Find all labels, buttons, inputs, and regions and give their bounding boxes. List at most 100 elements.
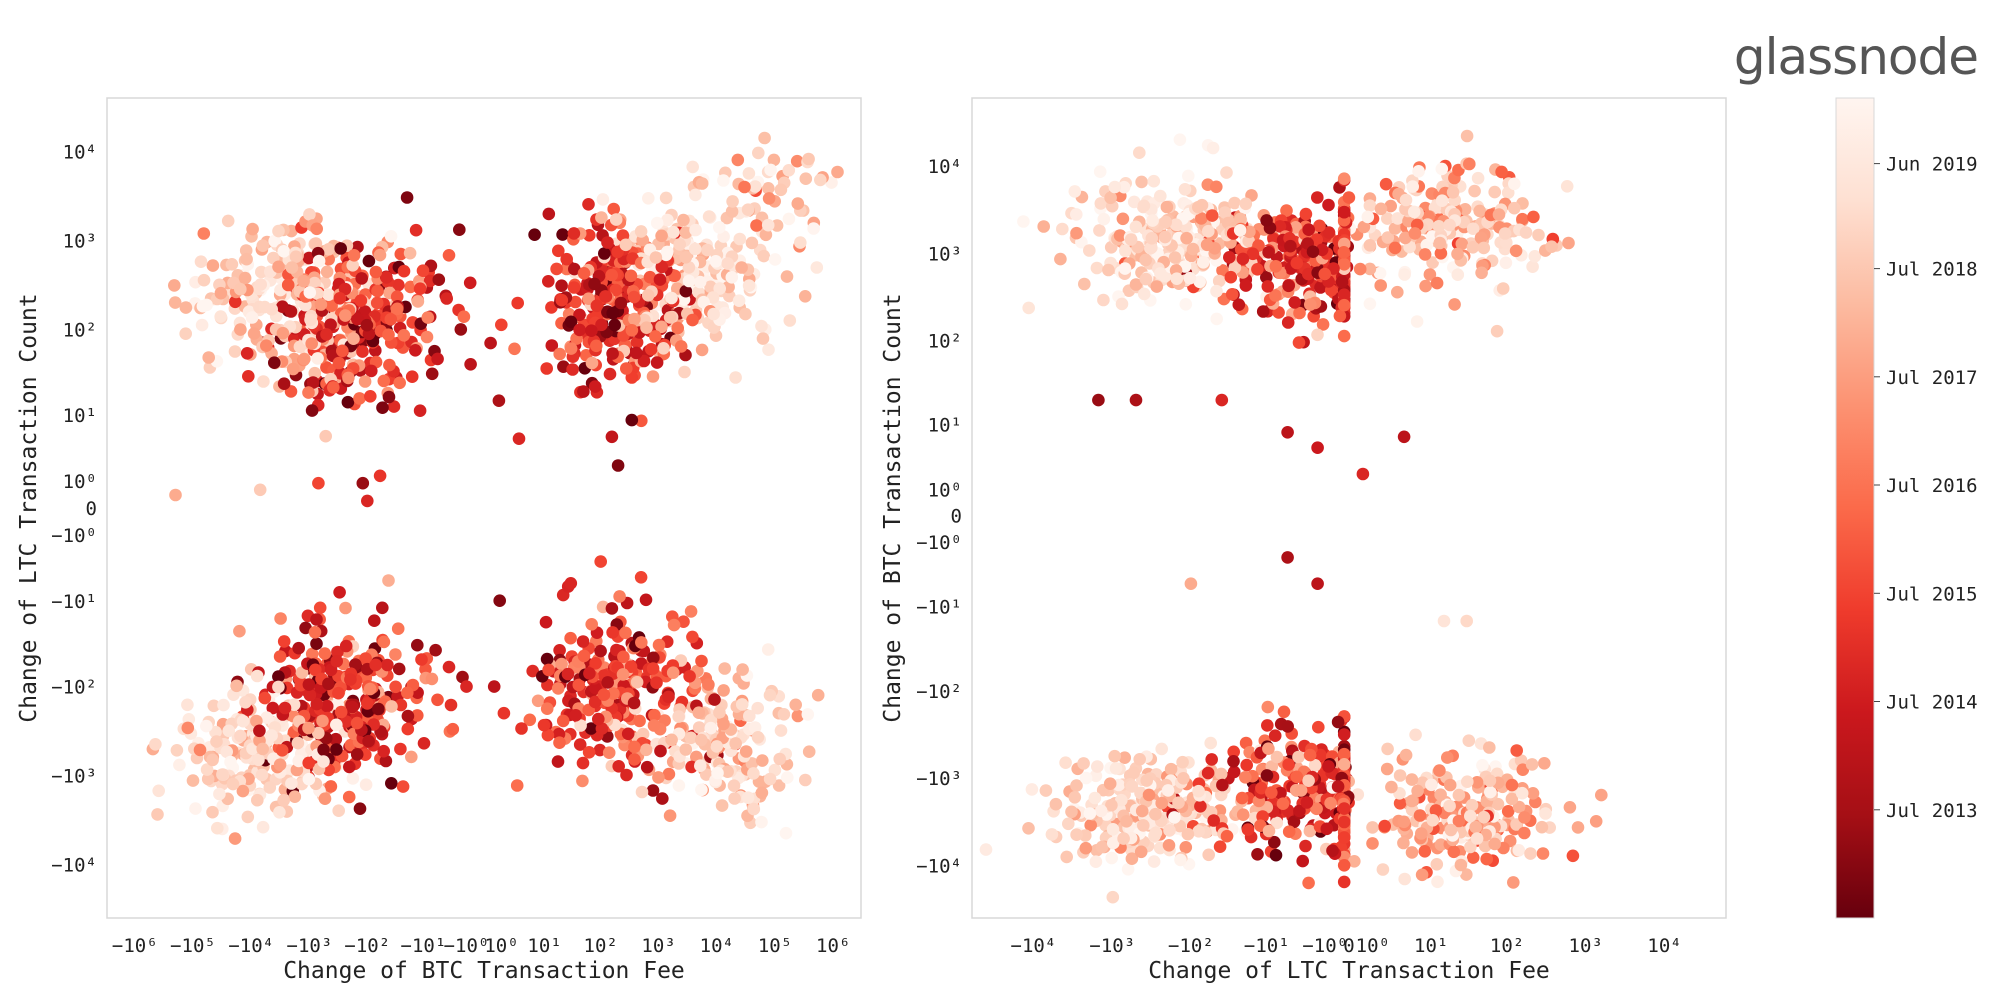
left-point (200, 719, 213, 733)
right-point (1415, 868, 1429, 882)
left-point (226, 777, 240, 791)
left-point (260, 339, 273, 353)
left-y-tick-label: −10³ (51, 765, 97, 787)
right-point (1116, 212, 1130, 226)
left-point (228, 295, 242, 309)
left-point (420, 330, 434, 344)
right-point (1282, 279, 1295, 293)
right-point (1274, 786, 1287, 800)
left-point (409, 223, 423, 237)
left-point (628, 740, 641, 754)
right-point (1509, 244, 1523, 258)
left-point (688, 242, 702, 256)
right-point (1236, 252, 1250, 266)
right-point (1399, 193, 1413, 207)
left-point (662, 767, 676, 781)
left-point (368, 614, 381, 627)
right-point (1452, 788, 1466, 802)
left-point (663, 311, 677, 324)
right-point (1423, 268, 1437, 281)
left-point (739, 745, 753, 758)
left-point (672, 779, 686, 792)
right-point (1510, 744, 1523, 757)
left-point (588, 380, 602, 393)
right-point (1469, 820, 1482, 834)
left-point (782, 164, 796, 177)
right-point (1342, 191, 1356, 204)
left-point (429, 643, 442, 657)
right-y-tick-label: −10⁰ (916, 532, 962, 554)
right-point (1560, 180, 1574, 193)
right-point (1331, 715, 1345, 729)
right-point (1495, 165, 1508, 179)
left-point (234, 323, 247, 336)
right-point (1381, 212, 1394, 225)
right-point (1441, 751, 1454, 764)
left-point (416, 264, 430, 278)
left-point (332, 804, 346, 817)
left-y-tick-label: 10² (63, 319, 97, 341)
right-point (1337, 728, 1351, 741)
left-point (318, 647, 332, 660)
left-point (582, 292, 595, 306)
left-point (630, 336, 644, 349)
left-point (611, 459, 625, 472)
left-point (356, 345, 369, 358)
right-point (1366, 837, 1379, 850)
left-point (706, 291, 720, 304)
left-point (330, 654, 344, 668)
right-point (1466, 241, 1480, 254)
right-point (1475, 266, 1488, 280)
left-point (528, 228, 541, 241)
left-point (761, 643, 775, 656)
right-point (1290, 256, 1304, 270)
right-point (1484, 785, 1497, 799)
left-point (314, 298, 328, 311)
left-point (341, 395, 355, 409)
right-point (1501, 805, 1515, 818)
right-point (1083, 244, 1096, 257)
right-point (1431, 875, 1444, 889)
right-point (1508, 201, 1521, 215)
left-point (425, 672, 439, 686)
right-point (1182, 169, 1195, 183)
left-point (246, 222, 259, 236)
left-point (168, 296, 182, 309)
right-point (1464, 840, 1477, 854)
left-point (330, 743, 343, 756)
left-point (265, 303, 279, 316)
left-point (814, 173, 827, 187)
right-point (1507, 876, 1520, 889)
right-point (1337, 246, 1351, 259)
right-point (1140, 774, 1153, 787)
right-point (1256, 305, 1270, 318)
right-point (1589, 815, 1603, 828)
right-point (1488, 185, 1501, 199)
left-point (576, 756, 590, 770)
left-point (727, 779, 741, 792)
right-point (1595, 788, 1608, 802)
right-point (1276, 797, 1290, 810)
left-point (640, 760, 654, 774)
right-point (1154, 267, 1167, 280)
left-point (605, 430, 619, 444)
left-point (332, 356, 346, 370)
left-point (305, 647, 319, 661)
left-point (376, 601, 389, 615)
right-point (1303, 824, 1317, 838)
left-point (713, 282, 726, 295)
left-point (361, 697, 374, 710)
left-point (396, 780, 410, 793)
right-point (1299, 839, 1312, 853)
left-point (616, 668, 630, 681)
right-point (1512, 844, 1526, 857)
left-point (729, 371, 742, 384)
right-point (1539, 807, 1552, 820)
right-point (1337, 205, 1351, 219)
right-point (1434, 247, 1448, 260)
left-point (464, 358, 477, 371)
right-point (1207, 814, 1220, 827)
left-point (721, 257, 735, 270)
right-point (1363, 239, 1377, 252)
left-point (619, 626, 632, 640)
